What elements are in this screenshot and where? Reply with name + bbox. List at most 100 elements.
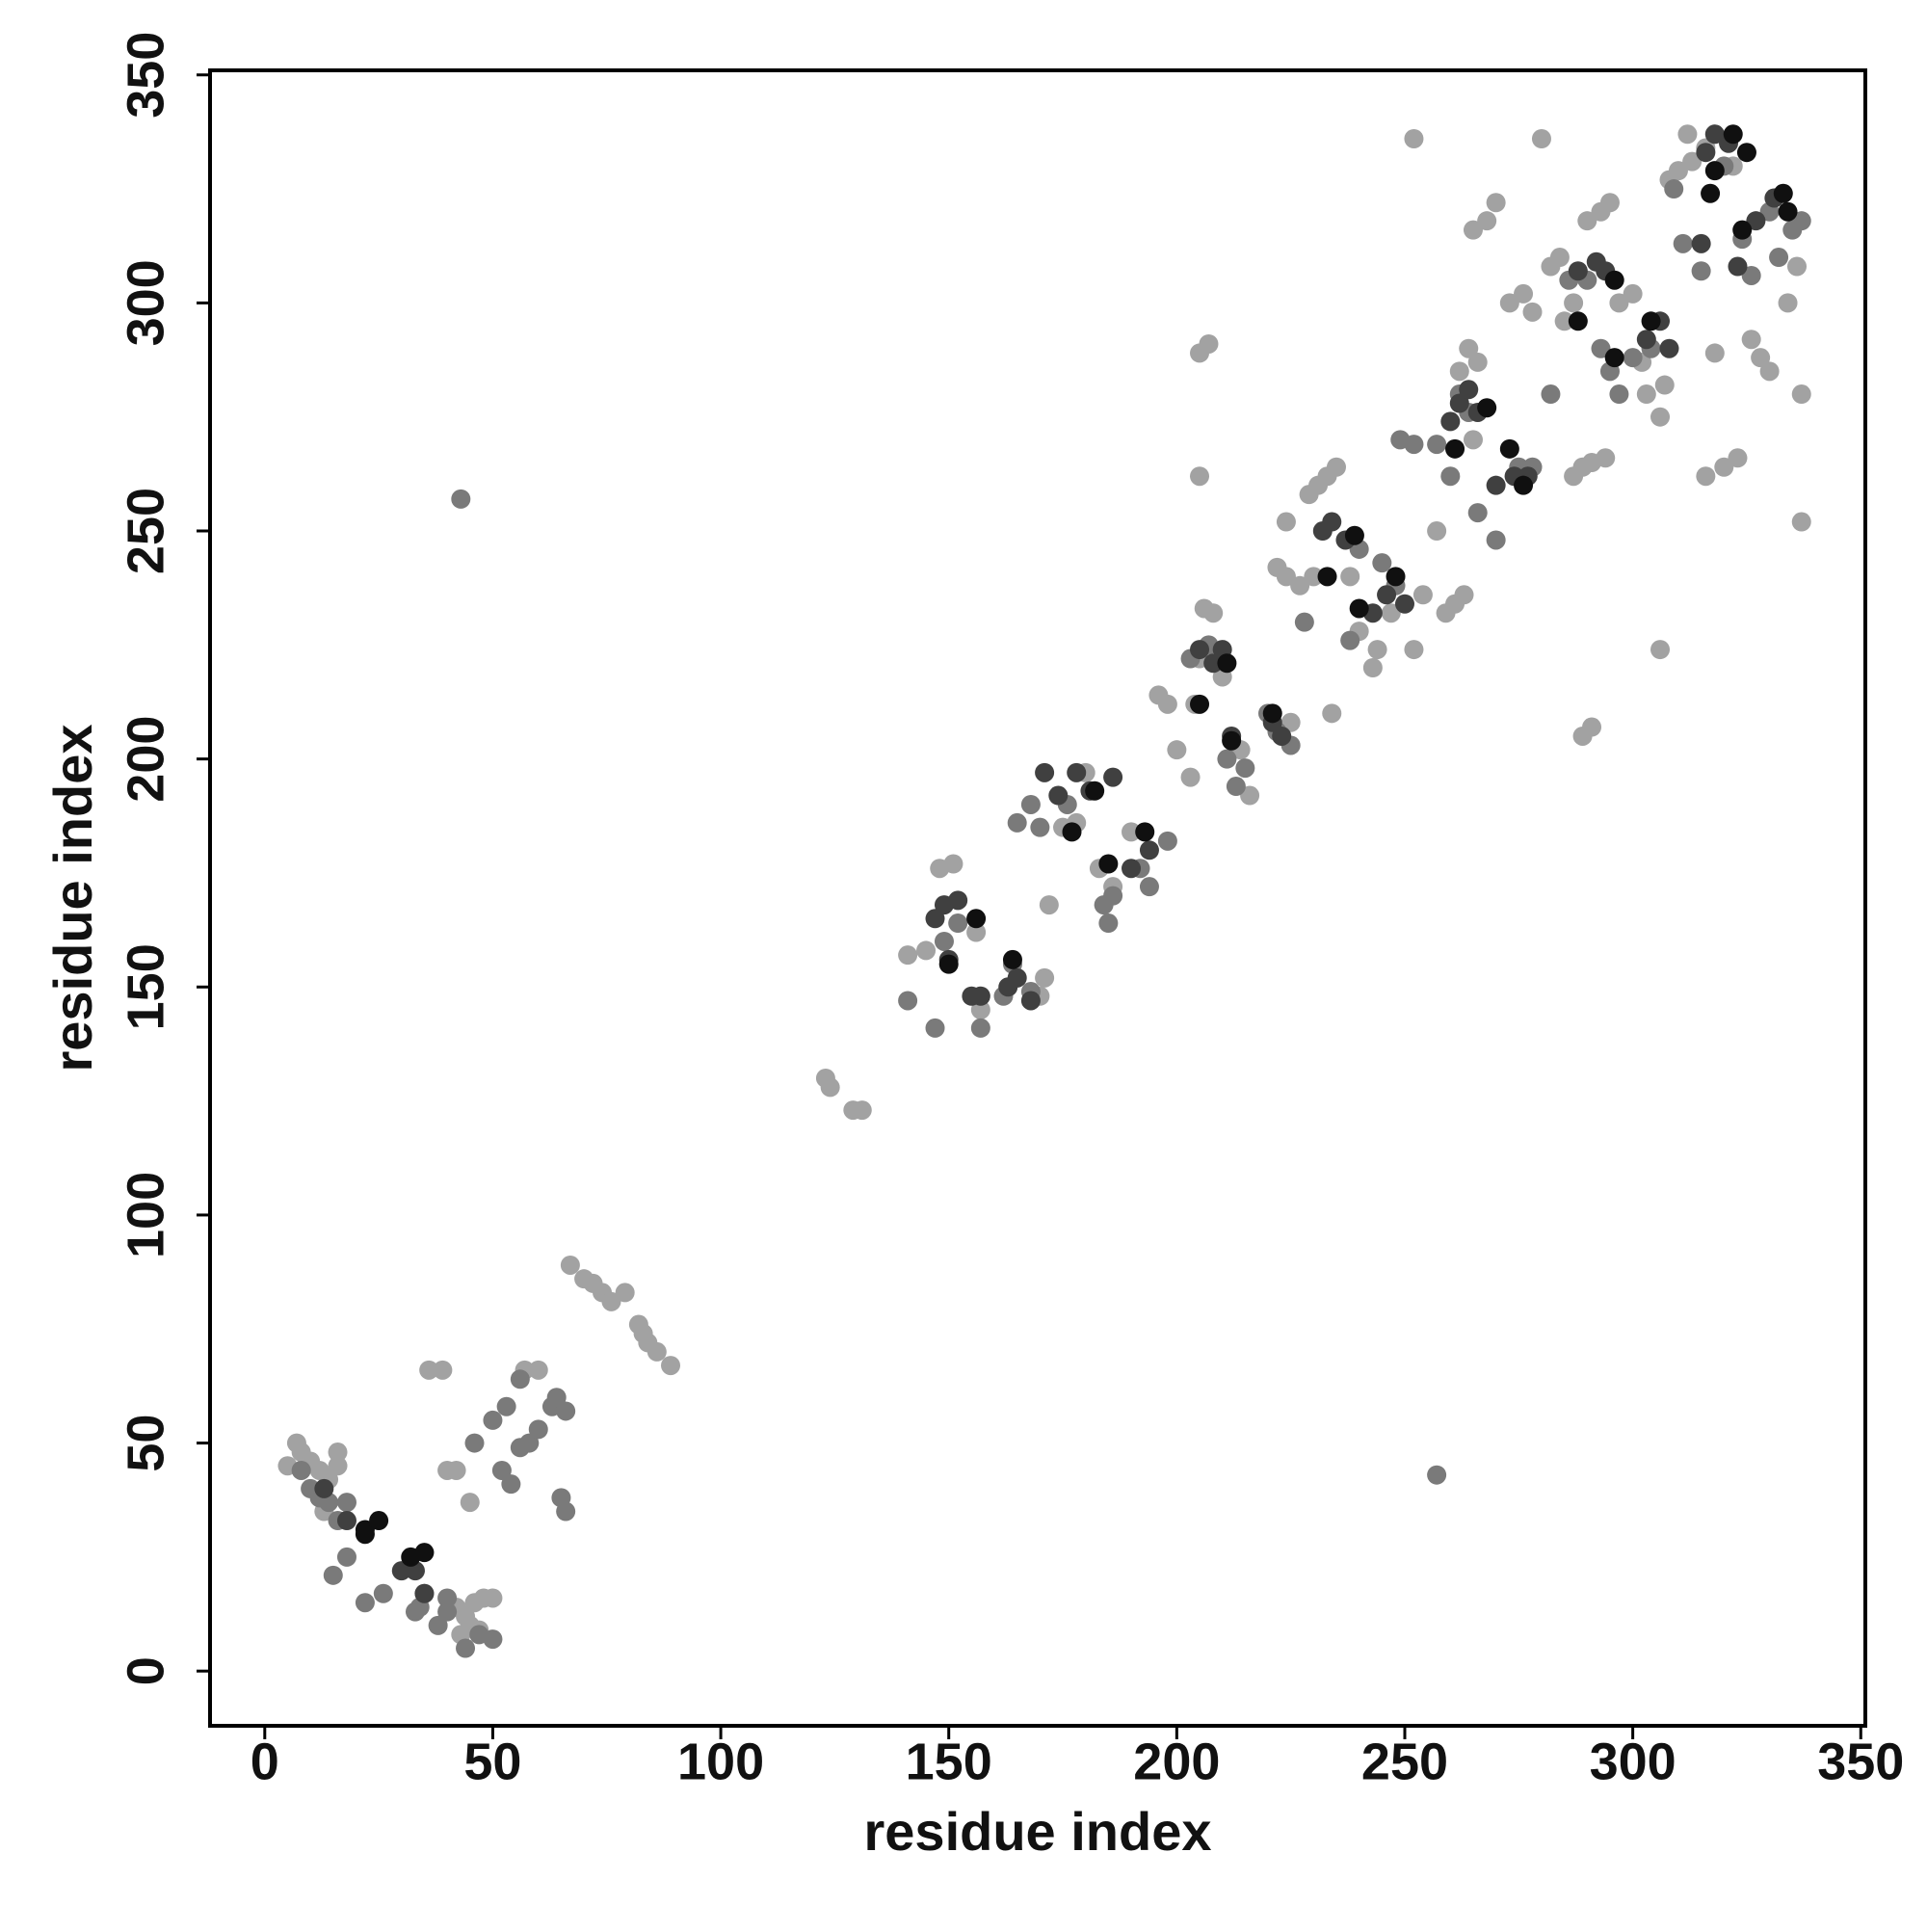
point (1340, 567, 1360, 587)
point (1531, 128, 1551, 148)
point (1180, 767, 1201, 787)
x-tick-label: 100 (677, 1733, 764, 1790)
point (1262, 703, 1282, 724)
point (355, 1524, 375, 1545)
point (1007, 812, 1027, 833)
point (1322, 512, 1342, 532)
point (970, 986, 990, 1006)
point (1440, 466, 1461, 487)
point (1751, 348, 1771, 368)
x-axis-title: residue index (863, 1801, 1211, 1862)
point (934, 931, 954, 951)
point (456, 1638, 476, 1658)
point (1035, 762, 1055, 782)
point (1477, 211, 1497, 231)
point (291, 1460, 311, 1480)
x-tick-label: 0 (251, 1733, 279, 1790)
point (1139, 840, 1159, 860)
point (1791, 512, 1811, 532)
point (1514, 283, 1534, 304)
point (491, 1460, 512, 1480)
point (1122, 859, 1142, 879)
point (1449, 361, 1469, 382)
y-tick-label: 50 (117, 1415, 174, 1472)
point (1636, 384, 1656, 405)
point (1668, 161, 1688, 181)
point (1623, 283, 1643, 304)
point (1085, 781, 1105, 801)
point (1641, 311, 1661, 331)
point (1463, 430, 1483, 450)
point (1459, 338, 1479, 358)
point (528, 1360, 548, 1380)
point (437, 1601, 458, 1622)
point (1449, 393, 1469, 413)
point (820, 1077, 840, 1098)
point (1549, 248, 1570, 268)
y-tick-label: 350 (117, 32, 174, 119)
point (314, 1478, 334, 1498)
point (1541, 384, 1561, 405)
point (556, 1401, 576, 1421)
point (1791, 384, 1811, 405)
point (419, 1360, 439, 1380)
point (1445, 438, 1465, 459)
point (1787, 256, 1808, 277)
point (464, 1433, 485, 1453)
point (1704, 343, 1725, 363)
point (1440, 411, 1461, 432)
point (601, 1291, 621, 1311)
point (1623, 348, 1643, 368)
point (1404, 640, 1424, 660)
point (1122, 822, 1142, 842)
point (1103, 767, 1123, 787)
point (1276, 512, 1296, 532)
point (414, 1543, 435, 1563)
point (1349, 598, 1369, 619)
point (328, 1456, 348, 1476)
point (355, 1593, 375, 1613)
point (647, 1341, 667, 1362)
point (323, 1565, 343, 1585)
point (1463, 220, 1483, 240)
point (1020, 991, 1041, 1011)
point (1568, 261, 1588, 281)
point (1596, 448, 1616, 468)
point (1691, 261, 1711, 281)
point (1486, 530, 1506, 550)
point (916, 940, 937, 961)
point (1062, 822, 1082, 842)
point (1564, 293, 1584, 313)
x-tick-label: 250 (1361, 1733, 1448, 1790)
x-tick-label: 350 (1817, 1733, 1904, 1790)
point (1746, 211, 1766, 231)
point (1577, 211, 1597, 231)
point (1604, 348, 1624, 368)
point (1591, 338, 1611, 358)
point (898, 991, 918, 1011)
point (1272, 726, 1292, 746)
point (336, 1493, 356, 1513)
y-tick-label: 250 (117, 488, 174, 574)
point (1412, 585, 1433, 605)
point (1039, 895, 1059, 915)
point (1582, 717, 1602, 737)
point (1654, 375, 1675, 395)
point (1728, 256, 1748, 277)
point (1677, 124, 1698, 145)
point (1477, 398, 1497, 418)
point (1235, 758, 1255, 779)
point (560, 1255, 580, 1275)
point (1664, 179, 1684, 199)
point (1741, 330, 1761, 350)
point (1190, 466, 1210, 487)
point (1499, 293, 1519, 313)
point (1362, 657, 1383, 677)
point (1568, 311, 1588, 331)
point (1199, 333, 1219, 354)
point (898, 945, 918, 966)
point (948, 890, 968, 911)
point (369, 1511, 389, 1531)
x-tick-label: 300 (1590, 1733, 1676, 1790)
